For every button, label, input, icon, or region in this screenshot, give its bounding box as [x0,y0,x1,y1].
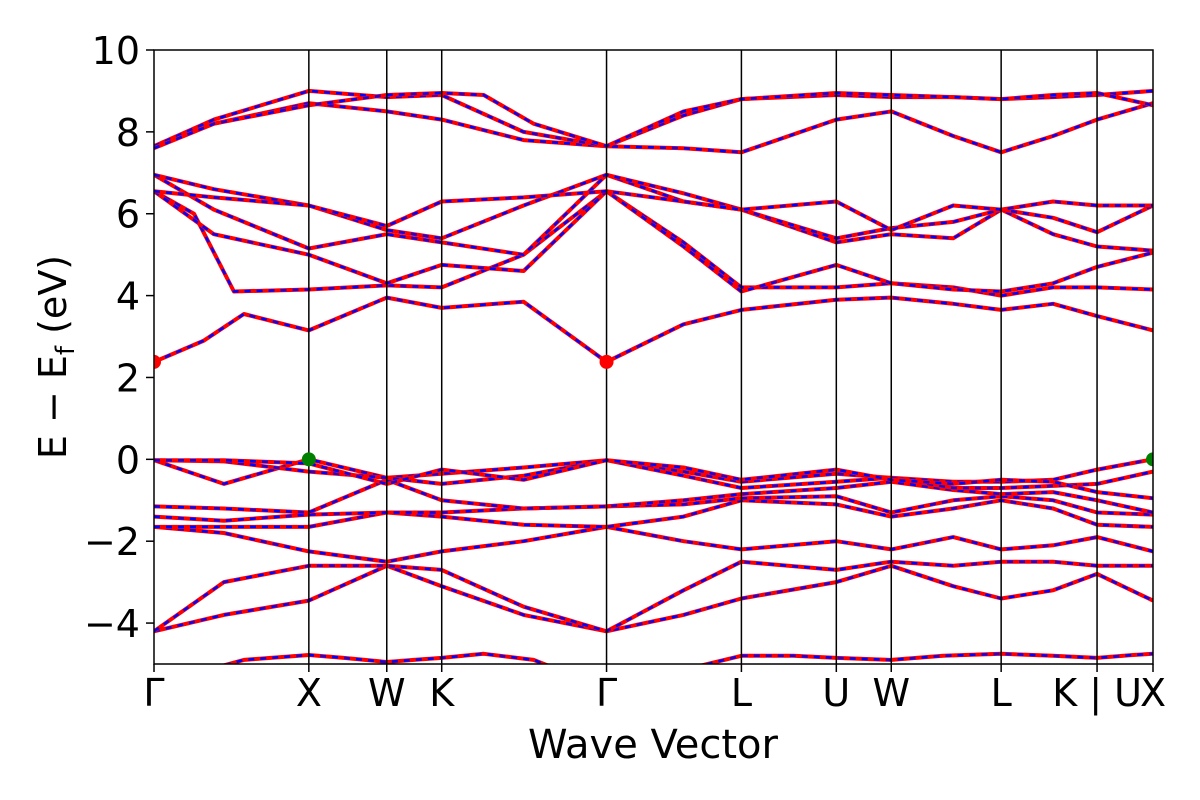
vbm-marker-1 [1146,452,1153,467]
plot-frame [153,49,1154,665]
band-edge-markers [154,354,1153,467]
cbm-marker-1 [599,354,614,369]
band-line-10 [154,295,1153,364]
x-tick-label-0: Γ [143,671,164,715]
y-tick-label-4: 4 [116,275,140,319]
band-line-overlay-6 [154,478,1153,514]
band-line-overlay-16 [154,101,1153,154]
band-line-overlay-18 [154,91,1153,150]
y-axis-label: E − Ef (eV) [31,255,81,459]
y-axis: −4 −2 0 2 4 6 8 10 [84,29,154,646]
x-tick-label-1: X [296,671,322,715]
y-tick-label-7: 10 [92,29,140,73]
y-tick-label-2: 0 [116,438,140,482]
y-tick-label-6: 8 [116,111,140,155]
cbm-marker-0 [154,354,161,369]
x-tick-label-8: L [991,671,1012,715]
y-axis-label-subscript: f [51,345,81,355]
y-tick-label-1: −2 [84,520,140,564]
band-line-overlay-1 [154,564,1153,633]
y-axis-label-main: E − E [31,355,75,459]
band-line-overlay-10 [154,296,1153,364]
x-tick-label-2: W [368,671,406,715]
x-tick-label-4: Γ [596,671,617,715]
band-line-overlay-9 [154,458,1153,500]
x-axis-label: Wave Vector [528,722,779,768]
vbm-marker-0 [301,452,316,467]
band-line-overlay-2 [154,560,1153,633]
high-symmetry-lines [308,50,1098,664]
band-line-overlay-3 [154,525,1153,563]
y-tick-label-3: 2 [116,356,140,400]
band-line-overlay-4 [154,499,1153,529]
x-tick-label-10: X [1140,671,1166,715]
x-tick-label-5: L [731,671,752,715]
x-tick-label-6: U [822,671,850,715]
band-line-0 [221,651,1153,664]
band-line-overlay-14 [154,173,1153,240]
band-line-3 [154,524,1153,564]
band-line-overlay-11 [154,189,1153,297]
band-line-overlay-5 [154,494,1153,522]
x-tick-label-3: K [429,671,455,715]
x-tick-label-7: W [872,671,910,715]
band-line-overlay-12 [154,189,1153,293]
band-line-18 [154,91,1153,151]
y-tick-label-0: −4 [84,602,140,646]
y-tick-label-5: 6 [116,193,140,237]
bands-layer [154,88,1153,664]
y-axis-label-unit: (eV) [31,255,75,346]
band-line-overlay-15 [154,189,1153,232]
x-tick-label-9: K | U [1052,671,1142,716]
